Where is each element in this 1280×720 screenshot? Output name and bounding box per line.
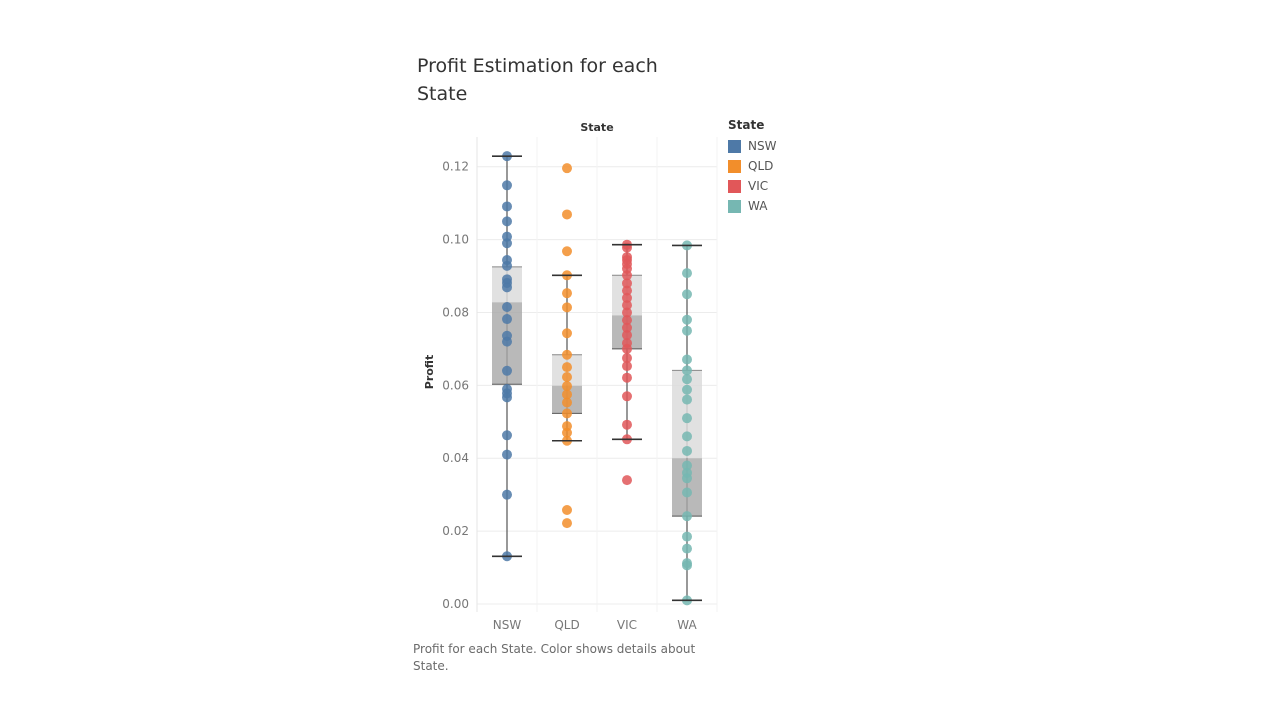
data-point bbox=[682, 560, 692, 571]
data-point bbox=[682, 384, 692, 395]
data-point bbox=[622, 278, 632, 289]
data-point bbox=[622, 353, 632, 364]
data-point bbox=[682, 314, 692, 325]
data-point bbox=[622, 330, 632, 341]
data-point bbox=[622, 285, 632, 296]
data-point bbox=[562, 163, 572, 174]
data-point bbox=[502, 430, 512, 441]
data-point bbox=[622, 322, 632, 333]
data-point bbox=[502, 336, 512, 347]
data-point bbox=[622, 343, 632, 354]
x-tick-label: VIC bbox=[617, 618, 637, 632]
y-tick-label: 0.08 bbox=[442, 305, 469, 319]
x-tick-label: QLD bbox=[554, 618, 579, 632]
chart-caption: Profit for each State. Color shows detai… bbox=[413, 642, 696, 673]
chart-title: Profit Estimation for each State bbox=[417, 55, 658, 105]
legend-item-vic[interactable]: VIC bbox=[728, 176, 776, 196]
data-point bbox=[622, 307, 632, 318]
x-tick-label: NSW bbox=[493, 618, 522, 632]
y-tick-label: 0.04 bbox=[442, 451, 469, 465]
legend-label-nsw: NSW bbox=[748, 139, 777, 153]
data-point bbox=[682, 511, 692, 522]
data-point bbox=[682, 325, 692, 336]
data-point bbox=[682, 543, 692, 554]
x-tick-label: WA bbox=[677, 618, 697, 632]
data-point bbox=[622, 361, 632, 372]
legend-swatch-qld bbox=[728, 159, 741, 173]
data-point bbox=[682, 289, 692, 300]
data-point bbox=[562, 288, 572, 299]
data-point bbox=[682, 268, 692, 279]
data-point bbox=[502, 216, 512, 227]
data-point bbox=[682, 531, 692, 542]
legend-swatch-vic bbox=[728, 179, 741, 193]
data-point bbox=[502, 238, 512, 249]
data-point bbox=[682, 365, 692, 376]
legend-swatch-nsw bbox=[728, 139, 741, 153]
data-point bbox=[502, 180, 512, 191]
data-point bbox=[682, 487, 692, 498]
legend-swatch-wa bbox=[728, 199, 741, 213]
data-point bbox=[622, 300, 632, 311]
legend-title: State bbox=[728, 118, 765, 132]
data-point bbox=[682, 445, 692, 456]
data-point bbox=[502, 302, 512, 313]
legend-item-qld[interactable]: QLD bbox=[728, 156, 776, 176]
legend-label-vic: VIC bbox=[748, 179, 769, 193]
data-point bbox=[622, 391, 632, 402]
data-point bbox=[562, 302, 572, 313]
y-axis-title: Profit bbox=[423, 355, 436, 389]
data-point bbox=[502, 201, 512, 212]
data-point bbox=[562, 408, 572, 419]
data-point bbox=[502, 489, 512, 500]
data-point bbox=[502, 365, 512, 376]
y-tick-label: 0.10 bbox=[442, 233, 469, 247]
data-point bbox=[682, 431, 692, 442]
data-point bbox=[502, 260, 512, 271]
data-point bbox=[682, 473, 692, 484]
data-point bbox=[622, 315, 632, 326]
data-point bbox=[622, 419, 632, 430]
data-point bbox=[562, 328, 572, 339]
data-point bbox=[502, 314, 512, 325]
legend-label-wa: WA bbox=[748, 199, 768, 213]
data-point bbox=[562, 389, 572, 400]
data-point bbox=[682, 460, 692, 471]
legend: State NSW QLD VIC WA bbox=[728, 118, 776, 216]
data-point bbox=[562, 349, 572, 360]
data-point bbox=[502, 282, 512, 293]
data-point bbox=[682, 354, 692, 365]
legend-item-wa[interactable]: WA bbox=[728, 196, 776, 216]
data-point bbox=[622, 372, 632, 383]
legend-item-nsw[interactable]: NSW bbox=[728, 136, 776, 156]
legend-label-qld: QLD bbox=[748, 159, 774, 173]
data-point bbox=[562, 246, 572, 257]
y-tick-label: 0.00 bbox=[442, 597, 469, 611]
data-point bbox=[502, 449, 512, 460]
data-point bbox=[562, 427, 572, 438]
y-tick-label: 0.02 bbox=[442, 524, 469, 538]
data-point bbox=[562, 371, 572, 382]
data-point bbox=[682, 394, 692, 405]
data-point bbox=[622, 270, 632, 281]
data-point bbox=[502, 392, 512, 403]
data-point bbox=[682, 374, 692, 385]
data-point bbox=[562, 381, 572, 392]
data-point bbox=[682, 413, 692, 424]
y-tick-label: 0.12 bbox=[442, 160, 469, 174]
data-point bbox=[562, 518, 572, 529]
data-point bbox=[562, 504, 572, 515]
x-axis-title: State bbox=[580, 121, 613, 134]
y-tick-label: 0.06 bbox=[442, 378, 469, 392]
data-point bbox=[622, 475, 632, 486]
data-point bbox=[622, 292, 632, 303]
data-point bbox=[562, 209, 572, 220]
data-point bbox=[562, 362, 572, 373]
data-point bbox=[562, 397, 572, 408]
